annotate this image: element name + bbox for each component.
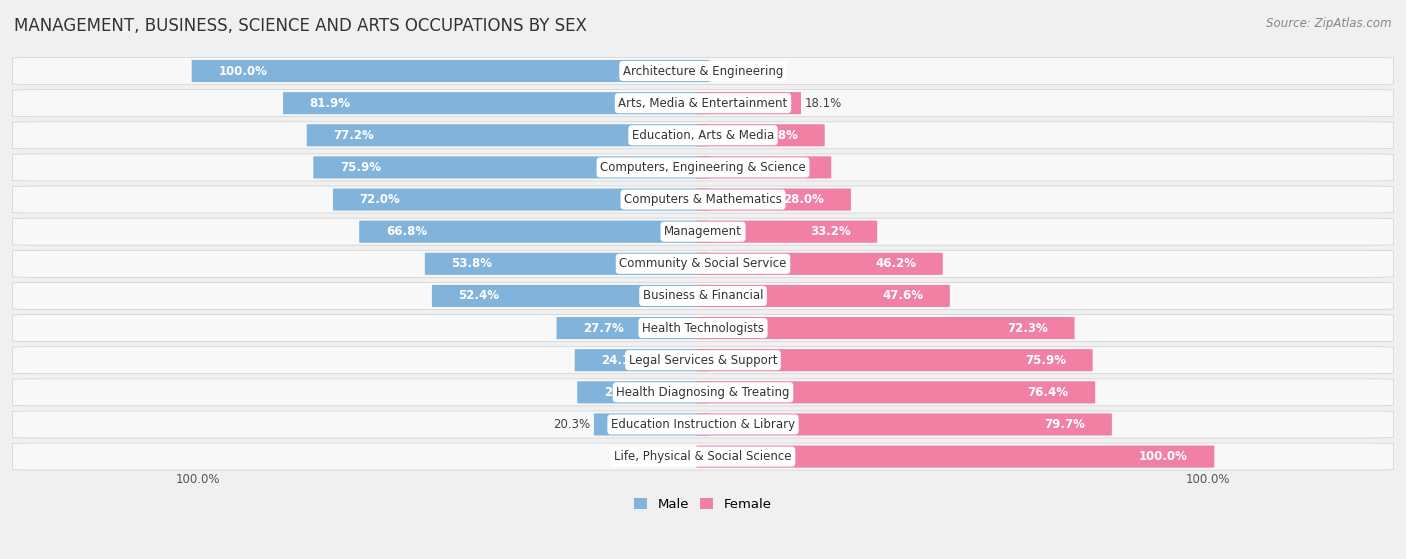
FancyBboxPatch shape bbox=[13, 58, 1393, 84]
Text: 46.2%: 46.2% bbox=[876, 257, 917, 271]
FancyBboxPatch shape bbox=[13, 315, 1393, 342]
Text: 53.8%: 53.8% bbox=[451, 257, 492, 271]
Text: 72.0%: 72.0% bbox=[360, 193, 401, 206]
FancyBboxPatch shape bbox=[696, 92, 801, 114]
FancyBboxPatch shape bbox=[696, 349, 1092, 371]
FancyBboxPatch shape bbox=[13, 347, 1393, 374]
FancyBboxPatch shape bbox=[696, 285, 950, 307]
FancyBboxPatch shape bbox=[333, 188, 710, 211]
Text: MANAGEMENT, BUSINESS, SCIENCE AND ARTS OCCUPATIONS BY SEX: MANAGEMENT, BUSINESS, SCIENCE AND ARTS O… bbox=[14, 17, 586, 35]
Text: 28.0%: 28.0% bbox=[783, 193, 824, 206]
Text: 75.9%: 75.9% bbox=[340, 161, 381, 174]
Text: 100.0%: 100.0% bbox=[176, 473, 221, 486]
Text: 79.7%: 79.7% bbox=[1045, 418, 1085, 431]
FancyBboxPatch shape bbox=[432, 285, 710, 307]
Text: 20.3%: 20.3% bbox=[553, 418, 591, 431]
Text: Computers & Mathematics: Computers & Mathematics bbox=[624, 193, 782, 206]
Text: Legal Services & Support: Legal Services & Support bbox=[628, 354, 778, 367]
Text: Management: Management bbox=[664, 225, 742, 238]
Text: Life, Physical & Social Science: Life, Physical & Social Science bbox=[614, 450, 792, 463]
FancyBboxPatch shape bbox=[360, 221, 710, 243]
Text: 24.1%: 24.1% bbox=[763, 161, 804, 174]
FancyBboxPatch shape bbox=[557, 317, 710, 339]
Text: Education, Arts & Media: Education, Arts & Media bbox=[631, 129, 775, 142]
FancyBboxPatch shape bbox=[578, 381, 710, 404]
FancyBboxPatch shape bbox=[13, 411, 1393, 438]
FancyBboxPatch shape bbox=[593, 414, 710, 435]
Text: Business & Financial: Business & Financial bbox=[643, 290, 763, 302]
FancyBboxPatch shape bbox=[696, 317, 1074, 339]
FancyBboxPatch shape bbox=[13, 443, 1393, 470]
Text: Computers, Engineering & Science: Computers, Engineering & Science bbox=[600, 161, 806, 174]
FancyBboxPatch shape bbox=[13, 379, 1393, 406]
Text: 18.1%: 18.1% bbox=[806, 97, 842, 110]
Text: 75.9%: 75.9% bbox=[1025, 354, 1066, 367]
Text: 72.3%: 72.3% bbox=[1007, 321, 1047, 335]
Text: Arts, Media & Entertainment: Arts, Media & Entertainment bbox=[619, 97, 787, 110]
Text: 33.2%: 33.2% bbox=[810, 225, 851, 238]
FancyBboxPatch shape bbox=[696, 157, 831, 178]
FancyBboxPatch shape bbox=[13, 218, 1393, 245]
FancyBboxPatch shape bbox=[307, 124, 710, 146]
FancyBboxPatch shape bbox=[13, 282, 1393, 310]
Text: 0.0%: 0.0% bbox=[714, 64, 744, 78]
FancyBboxPatch shape bbox=[13, 250, 1393, 277]
Text: 27.7%: 27.7% bbox=[583, 321, 624, 335]
FancyBboxPatch shape bbox=[696, 253, 943, 275]
FancyBboxPatch shape bbox=[696, 446, 1215, 468]
Text: Health Diagnosing & Treating: Health Diagnosing & Treating bbox=[616, 386, 790, 399]
FancyBboxPatch shape bbox=[191, 60, 710, 82]
Text: 47.6%: 47.6% bbox=[883, 290, 924, 302]
FancyBboxPatch shape bbox=[696, 381, 1095, 404]
Text: 22.8%: 22.8% bbox=[758, 129, 799, 142]
Text: Education Instruction & Library: Education Instruction & Library bbox=[612, 418, 794, 431]
Text: 100.0%: 100.0% bbox=[1139, 450, 1188, 463]
FancyBboxPatch shape bbox=[13, 122, 1393, 149]
FancyBboxPatch shape bbox=[696, 124, 825, 146]
FancyBboxPatch shape bbox=[575, 349, 710, 371]
FancyBboxPatch shape bbox=[696, 414, 1112, 435]
Text: 24.1%: 24.1% bbox=[602, 354, 643, 367]
Text: Architecture & Engineering: Architecture & Engineering bbox=[623, 64, 783, 78]
FancyBboxPatch shape bbox=[13, 186, 1393, 213]
FancyBboxPatch shape bbox=[13, 154, 1393, 181]
FancyBboxPatch shape bbox=[13, 89, 1393, 117]
FancyBboxPatch shape bbox=[696, 188, 851, 211]
Text: Community & Social Service: Community & Social Service bbox=[619, 257, 787, 271]
Legend: Male, Female: Male, Female bbox=[628, 493, 778, 517]
Text: Source: ZipAtlas.com: Source: ZipAtlas.com bbox=[1267, 17, 1392, 30]
Text: 100.0%: 100.0% bbox=[1185, 473, 1230, 486]
Text: 66.8%: 66.8% bbox=[385, 225, 427, 238]
Text: 52.4%: 52.4% bbox=[458, 290, 499, 302]
Text: 23.6%: 23.6% bbox=[603, 386, 645, 399]
FancyBboxPatch shape bbox=[314, 157, 710, 178]
Text: 81.9%: 81.9% bbox=[309, 97, 350, 110]
Text: 0.0%: 0.0% bbox=[662, 450, 692, 463]
Text: 76.4%: 76.4% bbox=[1028, 386, 1069, 399]
Text: 77.2%: 77.2% bbox=[333, 129, 374, 142]
Text: Health Technologists: Health Technologists bbox=[643, 321, 763, 335]
FancyBboxPatch shape bbox=[696, 221, 877, 243]
FancyBboxPatch shape bbox=[425, 253, 710, 275]
FancyBboxPatch shape bbox=[283, 92, 710, 114]
Text: 100.0%: 100.0% bbox=[218, 64, 267, 78]
